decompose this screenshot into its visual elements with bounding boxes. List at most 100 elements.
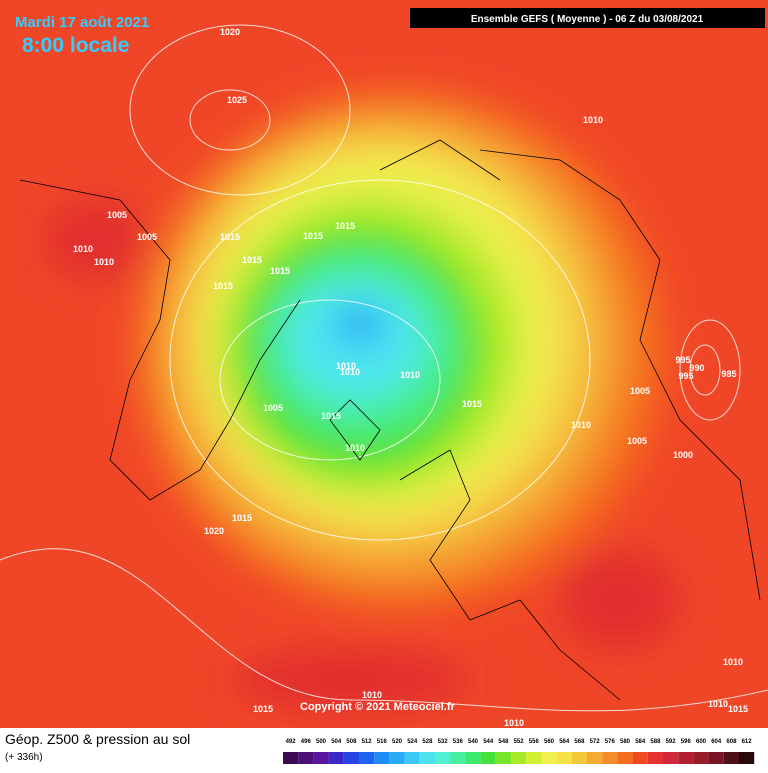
isobar-label: 1015 — [220, 232, 240, 242]
legend-swatch — [389, 752, 405, 764]
isobar-label: 1010 — [345, 443, 365, 453]
legend-swatch — [343, 752, 359, 764]
legend-label: 572 — [590, 739, 601, 745]
legend-label: 584 — [635, 739, 646, 745]
legend-swatch — [495, 752, 511, 764]
isobar-label: 995 — [675, 355, 690, 365]
legend-label: 596 — [681, 739, 692, 745]
legend-label: 492 — [286, 739, 297, 745]
isobar-label: 1015 — [270, 266, 290, 276]
isobar-label: 1010 — [504, 718, 524, 728]
legend-swatch — [693, 752, 709, 764]
legend-label: 556 — [529, 739, 540, 745]
legend-swatch — [328, 752, 344, 764]
legend-swatch — [450, 752, 466, 764]
isobar-label: 990 — [689, 363, 704, 373]
isobar-label: 1005 — [137, 232, 157, 242]
legend-label: 612 — [742, 739, 753, 745]
isobar-label: 1015 — [303, 231, 323, 241]
isobar-label: 1000 — [673, 450, 693, 460]
isobar-label: 1010 — [400, 370, 420, 380]
legend-label: 544 — [483, 739, 494, 745]
isobar-label: 995 — [678, 371, 693, 381]
isobar-label: 1015 — [253, 704, 273, 714]
legend-label: 576 — [605, 739, 616, 745]
legend-swatch — [708, 752, 724, 764]
legend-swatch — [374, 752, 390, 764]
legend-swatch — [526, 752, 542, 764]
legend-swatch — [511, 752, 527, 764]
isobar-label: 985 — [721, 369, 736, 379]
isobar-label: 1015 — [728, 704, 748, 714]
legend-swatch — [404, 752, 420, 764]
legend-swatch — [723, 752, 739, 764]
legend-swatch — [587, 752, 603, 764]
legend-label: 564 — [559, 739, 570, 745]
legend-label: 504 — [331, 739, 342, 745]
time: 8:00 locale — [22, 34, 129, 57]
isobar-label: 1010 — [723, 657, 743, 667]
isobar-label: 1010 — [94, 257, 114, 267]
legend-label: 604 — [711, 739, 722, 745]
legend-swatch — [617, 752, 633, 764]
legend-swatch — [480, 752, 496, 764]
isobar-label: 1010 — [340, 367, 360, 377]
legend-label: 520 — [392, 739, 403, 745]
legend-label: 580 — [620, 739, 631, 745]
isobar-label: 1015 — [232, 513, 252, 523]
run-box — [410, 8, 765, 28]
isobar-label: 1005 — [630, 386, 650, 396]
isobar-label: 1015 — [321, 411, 341, 421]
legend-swatch — [678, 752, 694, 764]
coastlines — [19, 139, 761, 701]
legend-swatch — [283, 752, 299, 764]
legend-label: 600 — [696, 739, 707, 745]
isobar-label: 1005 — [107, 210, 127, 220]
isobar-label: 1020 — [204, 526, 224, 536]
legend-swatch — [647, 752, 663, 764]
isobar-label: 1010 — [708, 699, 728, 709]
isobar-label: 1005 — [263, 403, 283, 413]
isobar-label: 1010 — [73, 244, 93, 254]
isobar-label: 1025 — [227, 95, 247, 105]
legend-swatch — [571, 752, 587, 764]
isobar-label: 1015 — [462, 399, 482, 409]
legend-label: 500 — [316, 739, 327, 745]
legend-label: 532 — [438, 739, 449, 745]
footer-lead: (+ 336h) — [5, 752, 43, 763]
legend-label: 516 — [377, 739, 388, 745]
legend-swatch — [663, 752, 679, 764]
legend-swatch — [541, 752, 557, 764]
legend-label: 592 — [666, 739, 677, 745]
legend-swatch — [435, 752, 451, 764]
legend-label: 552 — [514, 739, 525, 745]
run-info: Ensemble GEFS ( Moyenne ) - 06 Z du 03/0… — [471, 14, 704, 25]
legend-label: 568 — [574, 739, 585, 745]
isobar-label: 1010 — [583, 115, 603, 125]
legend-swatch — [632, 752, 648, 764]
legend-swatch — [739, 752, 755, 764]
isobar-label: 1020 — [220, 27, 240, 37]
legend-label: 588 — [650, 739, 661, 745]
date: Mardi 17 août 2021 — [15, 14, 149, 31]
legend-swatch — [298, 752, 314, 764]
legend-label: 548 — [498, 739, 509, 745]
legend-label: 496 — [301, 739, 312, 745]
legend-swatch — [419, 752, 435, 764]
isobar-label: 1015 — [335, 221, 355, 231]
isobar-label: 1010 — [571, 420, 591, 430]
copyright: Copyright © 2021 Meteociel.fr — [300, 701, 456, 713]
legend-label: 512 — [362, 739, 373, 745]
legend-label: 524 — [407, 739, 418, 745]
legend-label: 536 — [453, 739, 464, 745]
isobar-label: 1015 — [242, 255, 262, 265]
isobar-label: 1010 — [362, 690, 382, 700]
legend-swatch — [602, 752, 618, 764]
legend-swatch — [359, 752, 375, 764]
legend-label: 608 — [726, 739, 737, 745]
legend-swatch — [313, 752, 329, 764]
isobars — [0, 24, 768, 712]
legend-swatch — [465, 752, 481, 764]
legend-label: 560 — [544, 739, 555, 745]
